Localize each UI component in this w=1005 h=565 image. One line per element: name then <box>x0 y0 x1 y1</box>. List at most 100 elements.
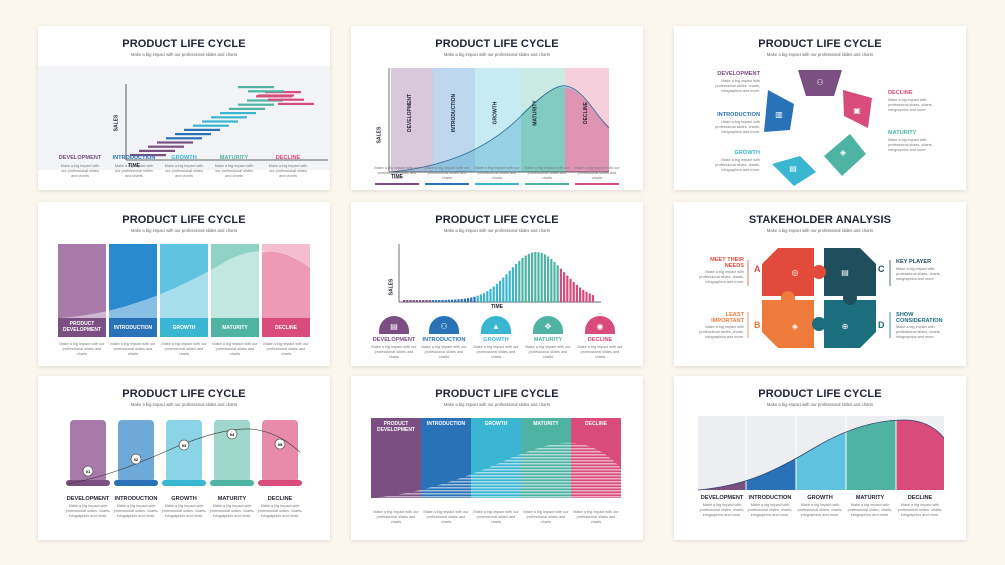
stage-desc: Make a big impact with our professional … <box>525 345 571 359</box>
slide-subtitle: Make a big impact with our professional … <box>130 228 238 233</box>
stage-label-development: DEVELOPMENT <box>66 496 110 502</box>
gantt-bar <box>130 154 166 157</box>
histogram-bar <box>499 280 502 302</box>
stage-desc: Make a big impact with our professional … <box>263 342 309 356</box>
stage-label-decline: DECLINE <box>907 495 933 501</box>
chart-area <box>38 66 330 170</box>
stage-desc: Make a big impact with our professional … <box>573 510 619 524</box>
stage-desc: Make a big impact with our professional … <box>374 166 420 180</box>
histogram-bar <box>585 291 588 302</box>
slide-9[interactable]: PRODUCT LIFE CYCLE Make a big impact wit… <box>674 376 966 540</box>
quadrant-letter-b: B <box>754 320 761 330</box>
histogram-bar <box>553 261 556 302</box>
axis-x-label: TIME <box>491 304 503 310</box>
gantt-bar <box>184 128 220 131</box>
stage-desc: Make a big impact with professional slid… <box>257 504 303 518</box>
stage-desc: Make a big impact with professional slid… <box>888 138 933 152</box>
histogram-bar <box>531 252 534 302</box>
gantt-bar <box>238 103 274 106</box>
histogram-bar <box>502 277 505 302</box>
band-label-introduction: INTRODUCTION <box>451 93 458 133</box>
stage-desc: Make a big impact with our professional … <box>373 510 419 524</box>
histogram-bar <box>486 291 489 302</box>
slide-title: STAKEHOLDER ANALYSIS <box>748 214 892 226</box>
gantt-bar <box>258 94 294 97</box>
slide-1[interactable]: PRODUCT LIFE CYCLE Make a big impact wit… <box>38 26 330 190</box>
histogram-bar <box>438 299 441 302</box>
stage-desc: Make a big impact with professional slid… <box>161 504 207 518</box>
gantt-bar <box>278 102 314 105</box>
stage-desc: Make a big impact with professional slid… <box>209 504 255 518</box>
histogram-bar <box>566 275 569 302</box>
histogram-bar <box>444 299 447 302</box>
slide-4[interactable]: PRODUCT LIFE CYCLE Make a big impact wit… <box>38 202 330 366</box>
histogram-bar <box>527 253 530 302</box>
slide-6[interactable]: STAKEHOLDER ANALYSIS Make a big impact w… <box>674 202 966 366</box>
histogram-bar <box>470 297 473 302</box>
presentation-icon: ▤ <box>390 321 398 331</box>
slide-subtitle: Make a big impact with our professional … <box>443 402 551 407</box>
stage-desc: Make a big impact with professional slid… <box>715 158 760 172</box>
stage-desc: Make a big impact with our professional … <box>110 342 156 356</box>
histogram-bar <box>543 254 546 302</box>
histogram-bar <box>569 278 572 302</box>
stage-label-growth: GROWTH <box>483 337 509 343</box>
axis-y-label: SALES <box>388 278 395 296</box>
curve-stage-chart <box>697 416 945 491</box>
histogram-bar <box>537 252 540 302</box>
histogram-bar <box>582 289 585 302</box>
step-number-03: 03 <box>181 443 187 448</box>
stage-desc: Make a big impact with professional slid… <box>715 120 760 134</box>
quadrant-label-least-important: LEAST IMPORTANT <box>711 312 744 324</box>
quadrant-letter-a: A <box>754 264 761 274</box>
stage-desc: Make a big impact with our professional … <box>114 164 154 178</box>
slide-subtitle: Make a big impact with our professional … <box>766 228 874 233</box>
stage-label-maturity: MATURITY <box>888 130 917 136</box>
slide-subtitle: Make a big impact with our professional … <box>766 52 874 57</box>
megaphone-icon: ◈ <box>791 321 799 331</box>
histogram-bar <box>406 299 409 302</box>
people-icon: ⚇ <box>816 77 824 87</box>
stage-badge-growth <box>481 316 511 334</box>
stage-desc: Make a big impact with our professional … <box>164 164 204 178</box>
stage-label-maturity: MATURITY <box>533 337 563 343</box>
slide-2[interactable]: PRODUCT LIFE CYCLE Make a big impact wit… <box>351 26 643 190</box>
column-stage-chart <box>58 244 310 337</box>
histogram-bar <box>572 282 575 302</box>
slide-5[interactable]: PRODUCT LIFE CYCLE Make a big impact wit… <box>351 202 643 366</box>
stage-label-development: DEVELOPMENT <box>700 495 744 501</box>
stage-desc: Make a big impact with our professional … <box>161 342 207 356</box>
histogram-bar <box>435 299 438 302</box>
stage-label-growth: GROWTH <box>734 150 760 156</box>
stage-badge-introduction <box>429 316 459 334</box>
histogram-bar <box>419 299 422 302</box>
slide-8[interactable]: PRODUCT LIFE CYCLE Make a big impact wit… <box>351 376 643 540</box>
step-number-01: 01 <box>85 469 91 474</box>
stage-desc: Make a big impact with professional slid… <box>113 504 159 518</box>
slide-7[interactable]: PRODUCT LIFE CYCLE Make a big impact wit… <box>38 376 330 540</box>
stage-desc: Make a big impact with our professional … <box>421 345 467 359</box>
stage-label-decline: DECLINE <box>275 155 301 161</box>
gantt-bar <box>247 99 283 102</box>
histogram-bar <box>403 299 406 302</box>
stage-desc: Make a big impact with our professional … <box>60 164 100 178</box>
histogram-bar <box>479 294 482 302</box>
stage-desc: Make a big impact with our professional … <box>473 345 519 359</box>
cart-icon: ▣ <box>853 105 861 115</box>
histogram-bar <box>515 263 518 302</box>
histogram-bar <box>467 298 470 302</box>
stage-label-growth: GROWTH <box>171 155 197 161</box>
histogram-bar <box>415 299 418 302</box>
stage-label-product-development: PRODUCT DEVELOPMENT <box>62 321 102 333</box>
histogram-bar <box>579 287 582 302</box>
slide-3[interactable]: PRODUCT LIFE CYCLE Make a big impact wit… <box>674 26 966 190</box>
stage-badge-development <box>379 316 409 334</box>
quadrant-desc: Make a big impact with professional slid… <box>896 325 941 339</box>
gantt-bar <box>220 112 256 115</box>
stage-desc: Make a big impact with our professional … <box>59 342 105 356</box>
slide-title: PRODUCT LIFE CYCLE <box>435 38 559 50</box>
stage-desc: Make a big impact with our professional … <box>574 166 620 180</box>
stage-label-maturity: MATURITY <box>855 495 885 501</box>
histogram-bar <box>476 295 479 302</box>
step-number-02: 02 <box>133 457 139 462</box>
